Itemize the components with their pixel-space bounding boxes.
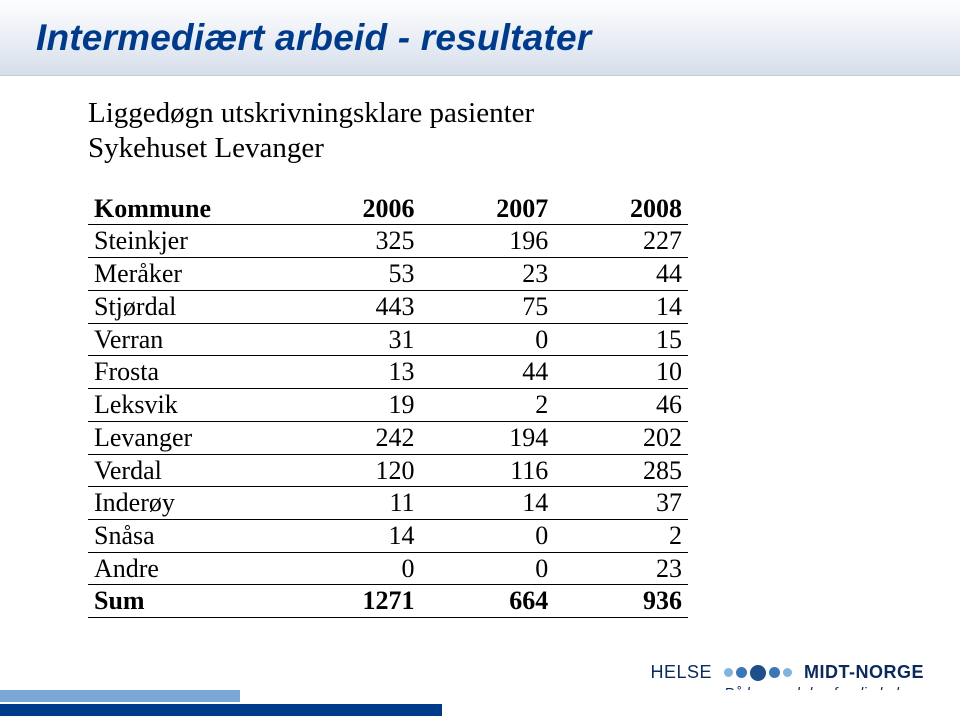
table-cell-label: Sum — [88, 585, 287, 618]
col-header-2007: 2007 — [421, 193, 555, 225]
table-cell-value: 285 — [554, 454, 688, 487]
table-cell-label: Steinkjer — [88, 225, 287, 258]
logo-text-helse: HELSE — [650, 662, 712, 683]
table-row: Frosta134410 — [88, 356, 688, 389]
table-row: Andre0023 — [88, 552, 688, 585]
table-cell-value: 14 — [287, 519, 421, 552]
table-cell-label: Andre — [88, 552, 287, 585]
logo-dot — [736, 667, 747, 678]
table-cell-value: 116 — [421, 454, 555, 487]
table-row: Levanger242194202 — [88, 421, 688, 454]
table-cell-value: 936 — [554, 585, 688, 618]
table-row: Steinkjer325196227 — [88, 225, 688, 258]
table-cell-value: 227 — [554, 225, 688, 258]
logo-dot — [783, 668, 792, 677]
table-cell-label: Frosta — [88, 356, 287, 389]
table-cell-value: 11 — [287, 487, 421, 520]
table-row: Verdal120116285 — [88, 454, 688, 487]
table-cell-value: 202 — [554, 421, 688, 454]
table-cell-value: 15 — [554, 323, 688, 356]
col-header-2006: 2006 — [287, 193, 421, 225]
col-header-2008: 2008 — [554, 193, 688, 225]
table-cell-value: 0 — [287, 552, 421, 585]
table-cell-value: 664 — [421, 585, 555, 618]
table-row: Inderøy111437 — [88, 487, 688, 520]
table-cell-value: 194 — [421, 421, 555, 454]
lead-line-1: Liggedøgn utskrivningsklare pasienter — [88, 97, 534, 129]
lead-line-2: Sykehuset Levanger — [88, 132, 324, 164]
table-cell-value: 53 — [287, 258, 421, 291]
table-row: Verran31015 — [88, 323, 688, 356]
logo-dot — [769, 667, 780, 678]
data-table: Kommune 2006 2007 2008 Steinkjer32519622… — [88, 193, 688, 618]
table-cell-value: 14 — [421, 487, 555, 520]
content-area: Liggedøgn utskrivningsklare pasienter Sy… — [0, 76, 960, 618]
table-cell-value: 120 — [287, 454, 421, 487]
table-cell-label: Verran — [88, 323, 287, 356]
lead-text: Liggedøgn utskrivningsklare pasienter Sy… — [88, 96, 872, 167]
table-row: Sum1271664936 — [88, 585, 688, 618]
logo-dot — [724, 668, 733, 677]
table-header-row: Kommune 2006 2007 2008 — [88, 193, 688, 225]
table-cell-label: Snåsa — [88, 519, 287, 552]
table-row: Leksvik19246 — [88, 389, 688, 422]
title-band: Intermediært arbeid - resultater — [0, 0, 960, 76]
logo-dot — [750, 665, 766, 681]
table-cell-value: 325 — [287, 225, 421, 258]
table-cell-value: 13 — [287, 356, 421, 389]
table-cell-value: 1271 — [287, 585, 421, 618]
table-cell-value: 14 — [554, 290, 688, 323]
table-cell-value: 443 — [287, 290, 421, 323]
table-cell-value: 19 — [287, 389, 421, 422]
table-cell-label: Stjørdal — [88, 290, 287, 323]
table-cell-value: 23 — [421, 258, 555, 291]
table-cell-label: Meråker — [88, 258, 287, 291]
table-cell-value: 75 — [421, 290, 555, 323]
table-cell-value: 0 — [421, 323, 555, 356]
table-row: Meråker532344 — [88, 258, 688, 291]
table-cell-value: 46 — [554, 389, 688, 422]
table-cell-value: 10 — [554, 356, 688, 389]
table-cell-value: 44 — [421, 356, 555, 389]
table-cell-value: 242 — [287, 421, 421, 454]
table-row: Snåsa1402 — [88, 519, 688, 552]
table-cell-value: 2 — [554, 519, 688, 552]
table-cell-label: Leksvik — [88, 389, 287, 422]
page-title: Intermediært arbeid - resultater — [36, 17, 591, 59]
table-cell-value: 0 — [421, 519, 555, 552]
table-cell-label: Levanger — [88, 421, 287, 454]
logo-text-midtnorge: MIDT-NORGE — [804, 662, 924, 683]
table-row: Stjørdal4437514 — [88, 290, 688, 323]
table-cell-value: 31 — [287, 323, 421, 356]
table-cell-value: 37 — [554, 487, 688, 520]
col-header-kommune: Kommune — [88, 193, 287, 225]
table-cell-value: 44 — [554, 258, 688, 291]
table-cell-value: 0 — [421, 552, 555, 585]
table-cell-value: 23 — [554, 552, 688, 585]
table-cell-value: 2 — [421, 389, 555, 422]
table-cell-label: Verdal — [88, 454, 287, 487]
footer-decor — [0, 690, 960, 720]
table-cell-value: 196 — [421, 225, 555, 258]
logo-dots-icon — [724, 665, 792, 681]
table-cell-label: Inderøy — [88, 487, 287, 520]
